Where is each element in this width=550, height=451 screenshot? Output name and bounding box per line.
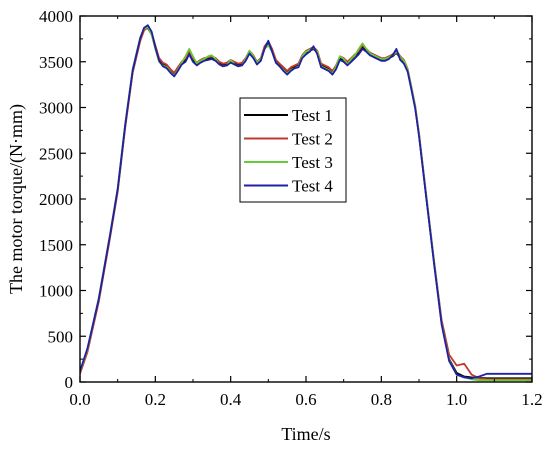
series-line-test-3 (80, 26, 532, 382)
series-layer (80, 24, 532, 382)
y-tick-label: 500 (48, 327, 74, 346)
y-tick-label: 0 (65, 373, 74, 392)
x-tick-label: 0.8 (371, 390, 392, 409)
legend-label: Test 4 (292, 177, 333, 196)
y-tick-label: 2500 (39, 144, 73, 163)
series-line-test-1 (80, 26, 532, 380)
y-tick-label: 1500 (39, 236, 73, 255)
legend-label: Test 3 (292, 153, 333, 172)
y-tick-label: 3500 (39, 53, 73, 72)
x-tick-label: 1.0 (446, 390, 467, 409)
y-tick-label: 4000 (39, 7, 73, 26)
y-tick-label: 3000 (39, 99, 73, 118)
y-tick-label: 1000 (39, 282, 73, 301)
y-tick-label: 2000 (39, 190, 73, 209)
legend-label: Test 2 (292, 130, 333, 149)
y-axis: 0 500 1000 1500 2000 2500 3000 3500 4000 (39, 7, 532, 392)
series-line-test-2 (80, 26, 532, 381)
y-axis-title: The motor torque/(N·mm) (6, 104, 27, 294)
x-axis-title: Time/s (281, 424, 330, 444)
legend: Test 1 Test 2 Test 3 Test 4 (239, 97, 347, 203)
x-tick-label: 1.2 (521, 390, 542, 409)
x-tick-label: 0.4 (220, 390, 242, 409)
legend-label: Test 1 (292, 106, 333, 125)
x-axis: 0.0 0.2 0.4 0.6 0.8 1.0 1.2 (69, 16, 543, 409)
x-tick-label: 0.0 (69, 390, 90, 409)
series-line-test-4 (80, 24, 532, 380)
x-tick-label: 0.6 (295, 390, 316, 409)
x-tick-label: 0.2 (145, 390, 166, 409)
